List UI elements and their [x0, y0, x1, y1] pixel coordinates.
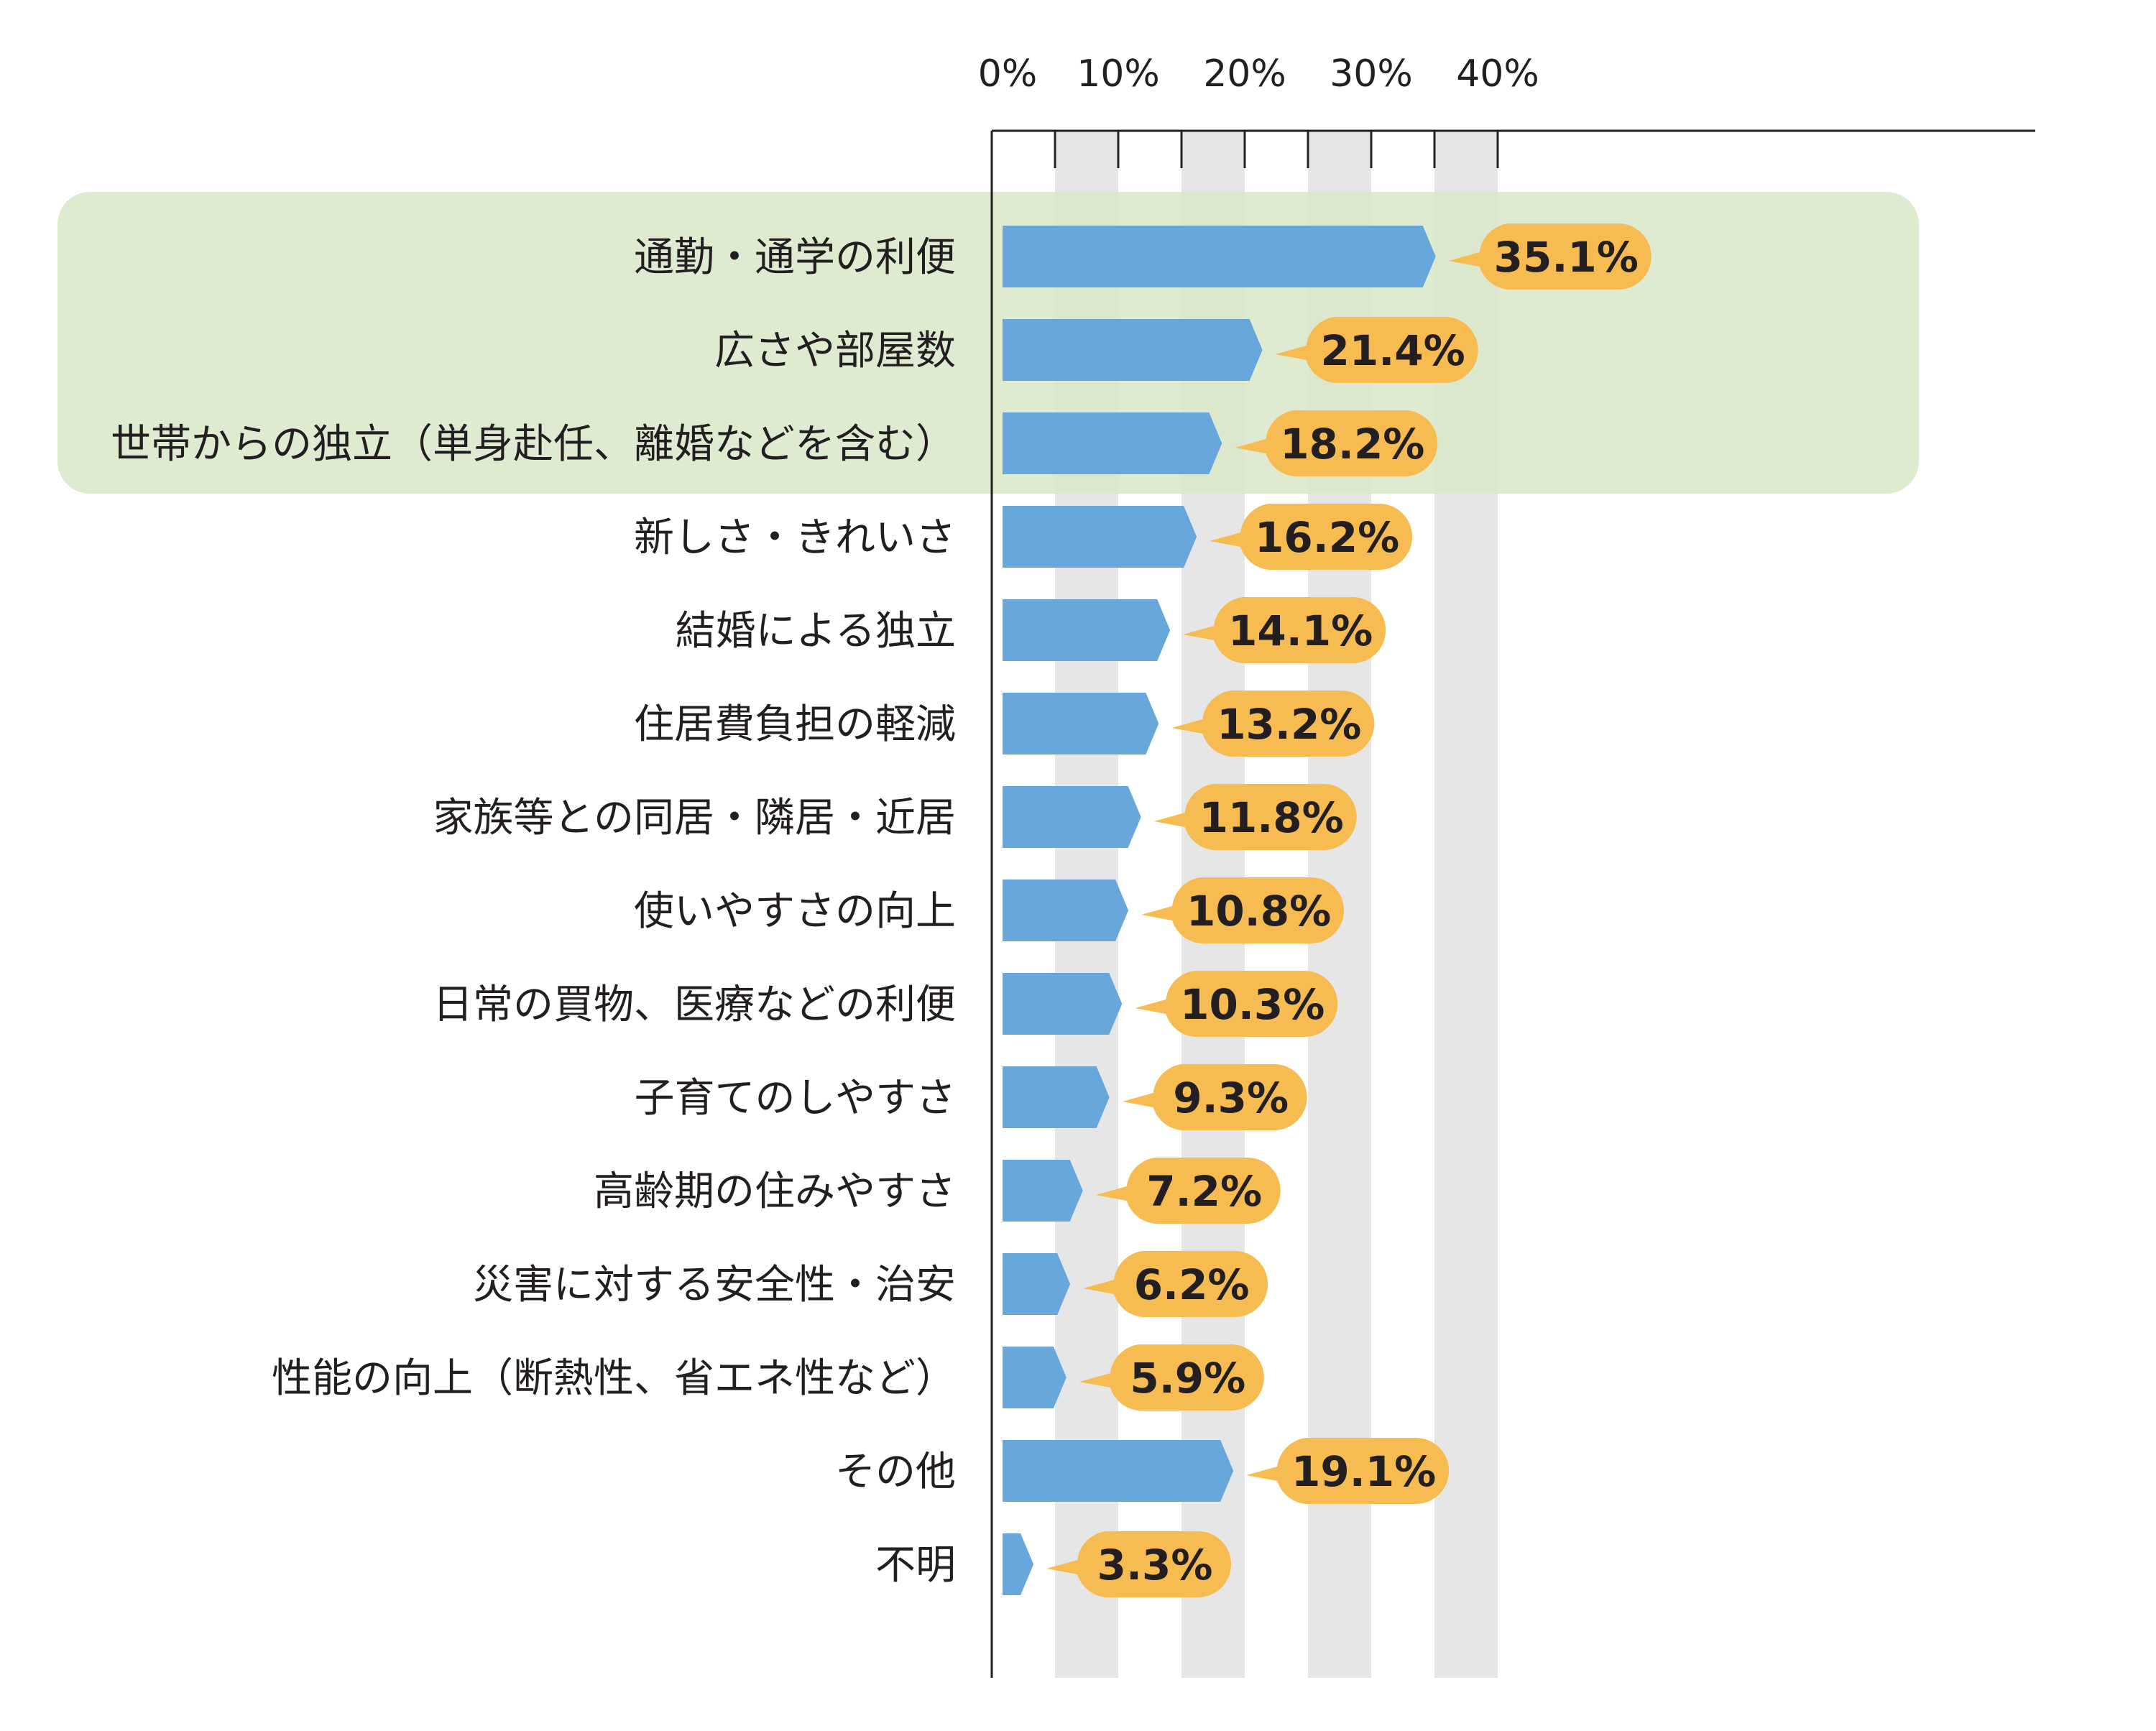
tick-labels: 0% 10% 20% 30% 40% [978, 52, 1539, 96]
value-bubble [1210, 504, 1413, 570]
value-label: 9.3% [1173, 1074, 1289, 1122]
value-bubble [1275, 317, 1478, 383]
bars [1003, 226, 1436, 1595]
value-labels: 35.1% 21.4% 18.2% 16.2% 14.1% 13.2% 11.8% 10.8%… [1046, 223, 1651, 1597]
category-label: 結婚による独立 [676, 608, 956, 655]
bar [1003, 1347, 1067, 1408]
category-label: 子育てのしやすさ [635, 1075, 956, 1122]
category-label: 日常の買物、医療などの利便 [433, 982, 956, 1028]
value-bubble [1141, 877, 1345, 943]
value-label: 35.1% [1494, 233, 1639, 282]
category-label: 家族等との同居・隣居・近居 [433, 795, 956, 841]
value-bubble [1171, 691, 1375, 757]
bar [1003, 412, 1222, 474]
value-label: 11.8% [1199, 793, 1344, 842]
value-label: 19.1% [1291, 1447, 1436, 1496]
bar [1003, 973, 1123, 1035]
category-label: その他 [835, 1449, 956, 1495]
value-bubble [1183, 597, 1386, 663]
bar [1003, 226, 1436, 287]
category-label: 使いやすさの向上 [634, 888, 956, 935]
category-label: 広さや部屋数 [714, 328, 956, 374]
value-label: 6.2% [1134, 1260, 1250, 1309]
value-label: 10.8% [1187, 887, 1331, 936]
value-bubble [1079, 1344, 1264, 1411]
value-bubble [1095, 1158, 1281, 1224]
value-label: 18.2% [1280, 420, 1424, 468]
value-label: 10.3% [1180, 980, 1325, 1029]
value-label: 21.4% [1321, 326, 1465, 375]
value-bubble [1122, 1064, 1307, 1130]
axis [990, 129, 2035, 1678]
x-tick-label: 0% [978, 52, 1038, 96]
bar [1003, 506, 1197, 568]
value-label: 3.3% [1097, 1541, 1213, 1589]
category-label: 住居費負担の軽減 [634, 701, 956, 748]
value-bubble [1246, 1438, 1450, 1504]
x-tick-label: 20% [1203, 52, 1286, 96]
bar [1003, 880, 1129, 941]
bar [1003, 1253, 1071, 1315]
value-bubble [1046, 1531, 1232, 1597]
bar [1003, 1440, 1234, 1502]
value-label: 13.2% [1217, 700, 1361, 749]
value-bubble [1153, 784, 1357, 850]
value-bubble [1235, 410, 1438, 476]
bar [1003, 319, 1263, 381]
bar [1003, 693, 1159, 754]
category-label: 世帯からの独立（単身赴任、離婚などを含む） [111, 421, 956, 468]
x-tick-label: 30% [1330, 52, 1413, 96]
bar [1003, 786, 1141, 848]
value-label: 14.1% [1228, 606, 1373, 655]
category-label: 新しさ・きれいさ [634, 514, 956, 561]
value-label: 16.2% [1255, 513, 1399, 562]
value-bubble [1448, 223, 1651, 290]
highlight-box [57, 192, 1919, 494]
bar [1003, 1160, 1083, 1222]
value-bubble [1135, 971, 1338, 1037]
category-label: 災害に対する安全性・治安 [473, 1262, 956, 1308]
bar [1003, 1066, 1110, 1128]
x-tick-label: 10% [1077, 52, 1160, 96]
value-label: 5.9% [1130, 1354, 1245, 1403]
value-label: 7.2% [1146, 1167, 1262, 1216]
category-label: 性能の向上（断熱性、省エネ性など） [272, 1355, 956, 1402]
category-label: 通勤・通学の利便 [634, 234, 956, 281]
category-label: 不明 [875, 1542, 956, 1589]
x-tick-label: 40% [1456, 52, 1539, 96]
bar [1003, 1533, 1034, 1595]
value-bubble [1083, 1251, 1268, 1317]
bar [1003, 599, 1171, 661]
category-label: 高齢期の住みやすさ [594, 1168, 956, 1215]
